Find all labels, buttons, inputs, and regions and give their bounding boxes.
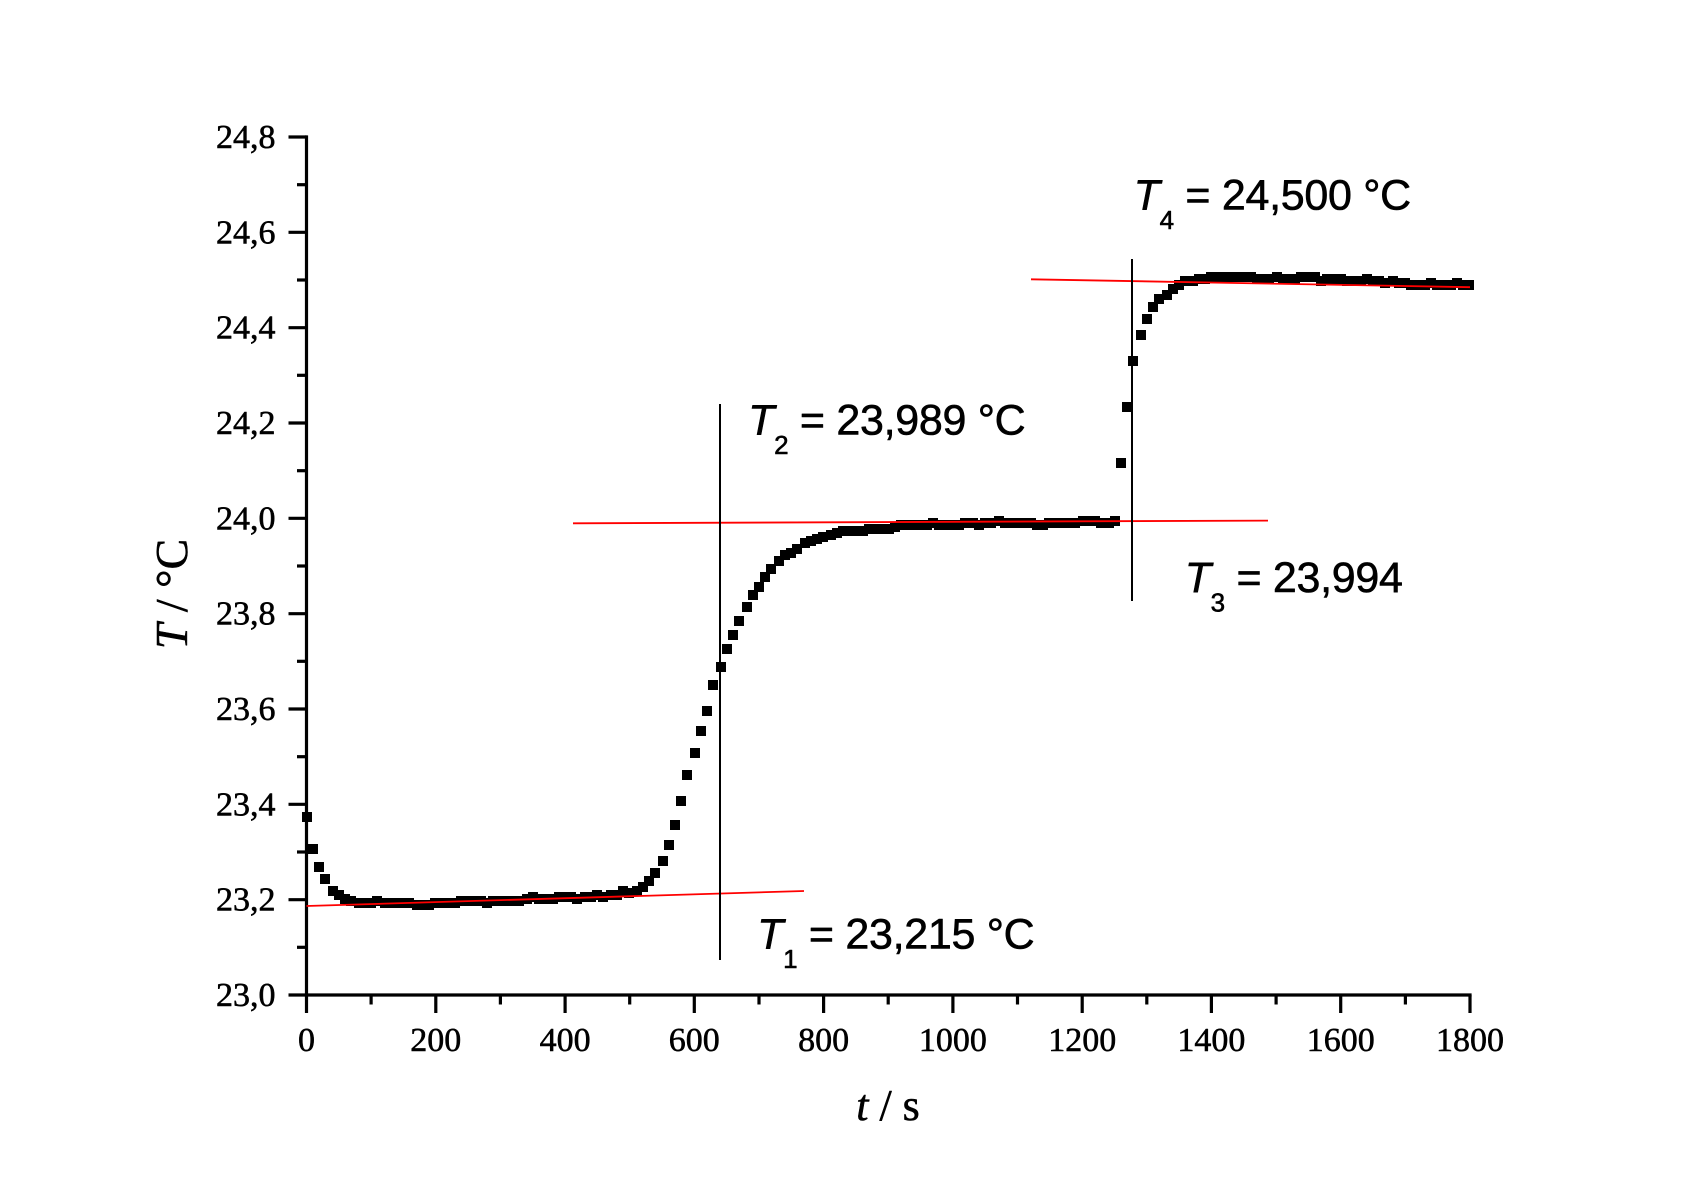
svg-text:24,0: 24,0 — [216, 500, 276, 537]
svg-text:23,6: 23,6 — [216, 691, 276, 728]
svg-text:1000: 1000 — [919, 1022, 987, 1059]
svg-text:200: 200 — [410, 1022, 461, 1059]
svg-text:T4 = 24,500 °C: T4 = 24,500 °C — [1134, 172, 1411, 236]
svg-text:T1 = 23,215 °C: T1 = 23,215 °C — [757, 911, 1034, 975]
svg-text:24,6: 24,6 — [216, 214, 276, 251]
svg-text:600: 600 — [669, 1022, 720, 1059]
svg-text:T / °C: T / °C — [146, 539, 197, 649]
svg-text:0: 0 — [298, 1022, 315, 1059]
svg-text:1800: 1800 — [1436, 1022, 1504, 1059]
svg-text:1600: 1600 — [1307, 1022, 1375, 1059]
svg-text:23,0: 23,0 — [216, 977, 276, 1014]
svg-text:1200: 1200 — [1048, 1022, 1116, 1059]
svg-text:24,2: 24,2 — [216, 405, 276, 442]
svg-text:23,2: 23,2 — [216, 882, 276, 919]
svg-text:24,8: 24,8 — [216, 119, 276, 156]
svg-text:1400: 1400 — [1177, 1022, 1245, 1059]
svg-text:T3 = 23,994: T3 = 23,994 — [1185, 554, 1403, 618]
svg-text:400: 400 — [540, 1022, 591, 1059]
svg-text:t / s: t / s — [856, 1081, 920, 1130]
svg-text:800: 800 — [798, 1022, 849, 1059]
svg-text:T2 = 23,989 °C: T2 = 23,989 °C — [748, 397, 1025, 461]
svg-text:23,4: 23,4 — [216, 786, 276, 823]
svg-text:24,4: 24,4 — [216, 310, 276, 347]
svg-text:23,8: 23,8 — [216, 596, 276, 633]
